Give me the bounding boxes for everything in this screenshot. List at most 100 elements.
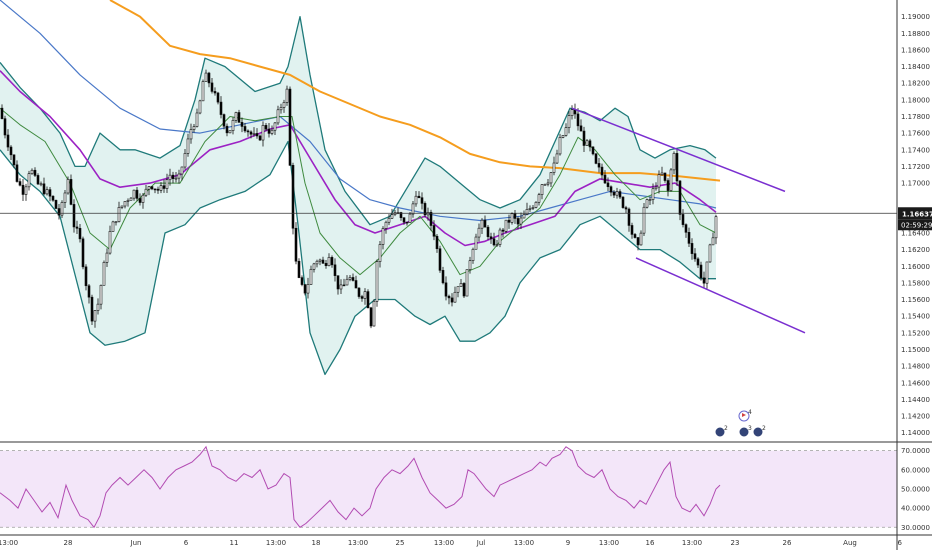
price-candles[interactable] (0, 69, 718, 329)
candle-bearish[interactable] (702, 277, 706, 284)
candle-bullish[interactable] (651, 188, 655, 200)
candle-bullish[interactable] (252, 133, 256, 135)
event-icon[interactable] (752, 426, 764, 438)
candle-bullish[interactable] (108, 231, 112, 254)
candle-bullish[interactable] (117, 207, 121, 222)
candle-bearish[interactable] (51, 195, 55, 201)
candle-bullish[interactable] (114, 221, 118, 223)
candle-bullish[interactable] (348, 277, 352, 280)
candle-bearish[interactable] (603, 174, 607, 184)
candle-bullish[interactable] (45, 189, 49, 195)
event-icon[interactable] (714, 426, 726, 438)
candle-bearish[interactable] (57, 208, 61, 216)
candle-bearish[interactable] (267, 128, 271, 134)
candle-bearish[interactable] (681, 214, 685, 225)
trend-channel[interactable] (571, 107, 806, 334)
candle-bearish[interactable] (249, 131, 253, 135)
candle-bullish[interactable] (528, 208, 532, 210)
candle-bearish[interactable] (588, 140, 592, 148)
candle-bearish[interactable] (243, 126, 247, 132)
candle-bearish[interactable] (69, 179, 73, 205)
candle-bullish[interactable] (282, 102, 286, 108)
candle-bullish[interactable] (60, 202, 64, 216)
candle-bullish[interactable] (273, 122, 277, 131)
candle-bearish[interactable] (597, 163, 601, 168)
candle-bullish[interactable] (408, 213, 412, 223)
candle-bullish[interactable] (552, 162, 556, 173)
candle-bullish[interactable] (198, 100, 202, 114)
candle-bearish[interactable] (627, 208, 631, 226)
candle-bearish[interactable] (210, 82, 214, 92)
candle-bullish[interactable] (480, 219, 484, 229)
candle-bullish[interactable] (372, 301, 376, 327)
candle-bearish[interactable] (219, 101, 223, 115)
candle-bearish[interactable] (678, 180, 682, 215)
candle-bullish[interactable] (234, 112, 238, 121)
candle-bearish[interactable] (441, 270, 445, 284)
candle-bullish[interactable] (474, 236, 478, 250)
candle-bearish[interactable] (357, 287, 361, 297)
candle-bearish[interactable] (321, 259, 325, 264)
candle-bearish[interactable] (432, 225, 436, 237)
candle-bullish[interactable] (615, 191, 619, 196)
candle-bullish[interactable] (411, 203, 415, 215)
candle-bullish[interactable] (558, 137, 562, 155)
candle-bearish[interactable] (36, 175, 40, 185)
candle-bearish[interactable] (333, 264, 337, 276)
candle-bearish[interactable] (633, 234, 637, 238)
candle-bearish[interactable] (399, 212, 403, 219)
candle-bearish[interactable] (78, 228, 82, 240)
candle-bullish[interactable] (93, 310, 97, 322)
candle-bearish[interactable] (513, 213, 517, 219)
candle-bearish[interactable] (21, 184, 25, 195)
candle-bearish[interactable] (507, 219, 511, 223)
candle-bullish[interactable] (564, 127, 568, 136)
candle-bearish[interactable] (462, 283, 466, 297)
candle-bearish[interactable] (516, 218, 520, 225)
candle-bullish[interactable] (183, 153, 187, 168)
candle-bearish[interactable] (300, 277, 304, 285)
candle-bearish[interactable] (435, 235, 439, 250)
candle-bearish[interactable] (492, 238, 496, 246)
candle-bullish[interactable] (534, 201, 538, 208)
candle-bullish[interactable] (315, 260, 319, 265)
candle-bullish[interactable] (201, 81, 205, 102)
candle-bullish[interactable] (102, 262, 106, 286)
candle-bullish[interactable] (549, 172, 553, 184)
candle-bullish[interactable] (279, 107, 283, 111)
candle-bearish[interactable] (75, 226, 79, 229)
candle-bullish[interactable] (318, 259, 322, 262)
candle-bullish[interactable] (285, 88, 289, 103)
candle-bullish[interactable] (27, 173, 31, 188)
candle-bullish[interactable] (711, 237, 715, 246)
candle-bullish[interactable] (24, 186, 28, 195)
candle-bearish[interactable] (303, 284, 307, 294)
candle-bullish[interactable] (519, 217, 523, 225)
candle-bullish[interactable] (642, 206, 646, 234)
candle-bearish[interactable] (150, 186, 154, 190)
candle-bearish[interactable] (618, 191, 622, 198)
candle-bullish[interactable] (123, 201, 127, 207)
candle-bullish[interactable] (276, 109, 280, 124)
candle-bullish[interactable] (261, 125, 265, 141)
candle-bearish[interactable] (33, 169, 37, 176)
candle-bullish[interactable] (129, 197, 133, 201)
candle-bullish[interactable] (378, 244, 382, 262)
candle-bearish[interactable] (207, 72, 211, 84)
candle-bearish[interactable] (18, 181, 22, 186)
candle-bearish[interactable] (48, 189, 52, 197)
candle-bullish[interactable] (477, 227, 481, 238)
candle-bullish[interactable] (96, 303, 100, 311)
candle-bearish[interactable] (417, 195, 421, 198)
candle-bullish[interactable] (159, 185, 163, 191)
candle-bearish[interactable] (591, 146, 595, 155)
candle-bullish[interactable] (381, 228, 385, 245)
channel-upper-line[interactable] (571, 107, 786, 193)
candle-bullish[interactable] (540, 184, 544, 195)
candle-bullish[interactable] (111, 221, 115, 232)
candle-bearish[interactable] (447, 295, 451, 299)
candle-bearish[interactable] (12, 154, 16, 166)
candle-bearish[interactable] (636, 237, 640, 246)
candle-bearish[interactable] (240, 122, 244, 127)
